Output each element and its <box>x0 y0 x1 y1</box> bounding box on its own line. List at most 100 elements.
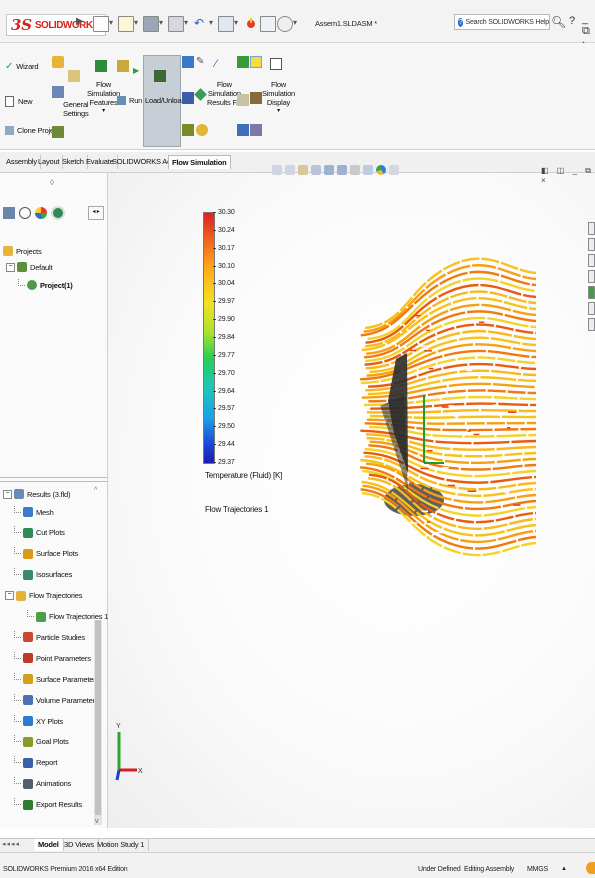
edit-appearance-icon[interactable] <box>363 165 373 175</box>
select-arrow-icon[interactable] <box>218 16 234 32</box>
tree-item-volume-parameters[interactable]: Volume Parameters <box>14 693 98 707</box>
save-results-icon[interactable] <box>182 56 194 68</box>
tree-item-project1[interactable]: Project(1) <box>18 278 73 292</box>
file-properties-icon[interactable] <box>260 16 276 32</box>
export-icon[interactable] <box>237 124 249 136</box>
save-icon[interactable] <box>143 16 159 32</box>
tree-item-results[interactable]: − Results (3.fld) <box>3 487 70 501</box>
search-input[interactable]: ? Search SOLIDWORKS Help <box>454 14 550 30</box>
flow-simulation-pane-icon[interactable] <box>588 318 595 331</box>
tab-motion-study-1[interactable]: Motion Study 1 <box>93 839 149 851</box>
display-manager-tab-icon[interactable] <box>35 207 47 219</box>
panel-splitter[interactable] <box>0 477 107 482</box>
rebuild-icon[interactable] <box>243 16 259 32</box>
chevron-down-icon[interactable]: ▾ <box>159 18 163 27</box>
search-icon[interactable]: 🔍︎ <box>551 15 566 29</box>
chevron-down-icon[interactable]: ▾ <box>293 18 297 27</box>
view-palette-icon[interactable] <box>588 270 595 283</box>
lightbulb-icon[interactable] <box>250 56 262 68</box>
undo-icon[interactable]: ↶ <box>193 16 209 32</box>
pen-icon[interactable]: ⁄ <box>215 58 227 70</box>
chevron-down-icon[interactable]: ▾ <box>234 18 238 27</box>
probe-icon[interactable]: ✎ <box>196 56 208 68</box>
chevron-down-icon[interactable]: ▾ <box>109 18 113 27</box>
tree-item-xy-plots[interactable]: XY Plots <box>14 714 63 728</box>
chevron-up-icon[interactable]: ^ <box>94 487 97 494</box>
display-style-icon[interactable] <box>337 165 347 175</box>
project-icon[interactable] <box>52 56 64 68</box>
units-arrow-icon[interactable]: ▲ <box>561 866 567 872</box>
previous-view-icon[interactable] <box>298 165 308 175</box>
tab-flow-simulation[interactable]: Flow Simulation <box>168 155 231 169</box>
design-library-icon[interactable] <box>588 238 595 251</box>
new-document-icon[interactable] <box>93 16 109 32</box>
property-manager-tab-icon[interactable] <box>19 207 31 219</box>
apply-scene-icon[interactable] <box>376 165 386 175</box>
zoom-area-icon[interactable] <box>285 165 295 175</box>
open-folder-icon[interactable] <box>118 16 134 32</box>
tree-item-mesh[interactable]: Mesh <box>14 505 54 519</box>
zoom-to-fit-icon[interactable] <box>272 165 282 175</box>
file-explorer-icon[interactable] <box>588 254 595 267</box>
mesh-icon[interactable] <box>52 126 64 138</box>
transparency-icon[interactable] <box>250 124 262 136</box>
solidworks-resources-icon[interactable] <box>588 222 595 235</box>
reference-triad[interactable]: Y X <box>111 718 151 788</box>
options-gear-icon[interactable] <box>277 16 293 32</box>
tree-item-point-parameters[interactable]: Point Parameters <box>14 651 91 665</box>
display-settings-icon[interactable] <box>250 92 262 104</box>
help-button[interactable]: ? <box>569 15 575 27</box>
collapse-icon[interactable]: − <box>3 490 12 499</box>
run-button[interactable]: Run <box>117 96 142 105</box>
solidworks-logo[interactable]: 3S SOLIDWORKS <box>6 14 106 36</box>
collapse-panel-icon[interactable]: ◊ <box>50 178 54 187</box>
calculation-control-icon[interactable] <box>117 60 129 72</box>
tree-item-cut-plots[interactable]: Cut Plots <box>14 526 65 540</box>
chevron-down-icon[interactable]: ▾ <box>134 18 138 27</box>
notification-icon[interactable] <box>586 862 595 874</box>
tab-scroll-arrows[interactable]: ◂◂◂◂ <box>2 840 20 848</box>
flow-simulation-tab-icon[interactable] <box>51 206 65 220</box>
tree-item-projects[interactable]: Projects <box>3 244 42 258</box>
chevron-right-icon[interactable]: ▶ <box>76 16 84 27</box>
new-project-button[interactable]: New <box>5 96 32 107</box>
chevron-down-icon[interactable]: v <box>95 818 98 825</box>
results-gear-icon[interactable] <box>196 124 208 136</box>
tree-item-goal-plots[interactable]: Goal Plots <box>14 735 69 749</box>
view-orientation-icon[interactable] <box>324 165 334 175</box>
view-settings-icon[interactable] <box>389 165 399 175</box>
graphics-area[interactable] <box>108 173 595 828</box>
tab-scroll-arrows[interactable]: ◂ ▸ <box>88 206 104 220</box>
results-bar-icon[interactable] <box>182 124 194 136</box>
flow-simulation-display-button[interactable]: Flow Simulation Display ▾ <box>262 80 295 116</box>
chevron-down-icon[interactable]: ▾ <box>209 18 213 27</box>
load-unload-button[interactable]: Load/Unload <box>145 96 185 105</box>
results-info-icon[interactable] <box>182 92 194 104</box>
section-view-icon[interactable] <box>311 165 321 175</box>
tree-item-export-results[interactable]: Export Results <box>14 798 82 812</box>
feature-manager-tab-icon[interactable] <box>3 207 15 219</box>
tree-item-isosurfaces[interactable]: Isosurfaces <box>14 568 72 582</box>
units-selector[interactable]: MMGS <box>527 866 548 873</box>
collapse-icon[interactable]: − <box>5 591 14 600</box>
viewport-window-controls[interactable]: ◧ ◫ _ ⧉ × <box>541 166 595 185</box>
general-settings-button[interactable]: General Settings <box>63 100 89 118</box>
print-icon[interactable] <box>168 16 184 32</box>
custom-properties-icon[interactable] <box>588 302 595 315</box>
tree-item-surface-plots[interactable]: Surface Plots <box>14 547 78 561</box>
chevron-down-icon[interactable]: ▾ <box>184 18 188 27</box>
wizard-button[interactable]: ✓ Wizard <box>5 62 38 71</box>
scrollbar-thumb[interactable] <box>95 620 101 815</box>
tree-item-animations[interactable]: Animations <box>14 777 71 791</box>
tree-item-particle-studies[interactable]: Particle Studies <box>14 630 85 644</box>
collapse-icon[interactable]: − <box>6 263 15 272</box>
tree-item-report[interactable]: Report <box>14 756 57 770</box>
tree-item-surface-parameters[interactable]: Surface Parameters <box>14 672 99 686</box>
tree-item-default[interactable]: − Default <box>6 260 52 274</box>
scissor-icon[interactable] <box>237 94 249 106</box>
flow-simulation-features-button[interactable]: Flow Simulation Features ▾ <box>87 80 120 116</box>
hide-show-items-icon[interactable] <box>350 165 360 175</box>
appearances-icon[interactable] <box>588 286 595 299</box>
computational-domain-icon[interactable] <box>52 86 64 98</box>
plot-chart-icon[interactable] <box>237 56 249 68</box>
